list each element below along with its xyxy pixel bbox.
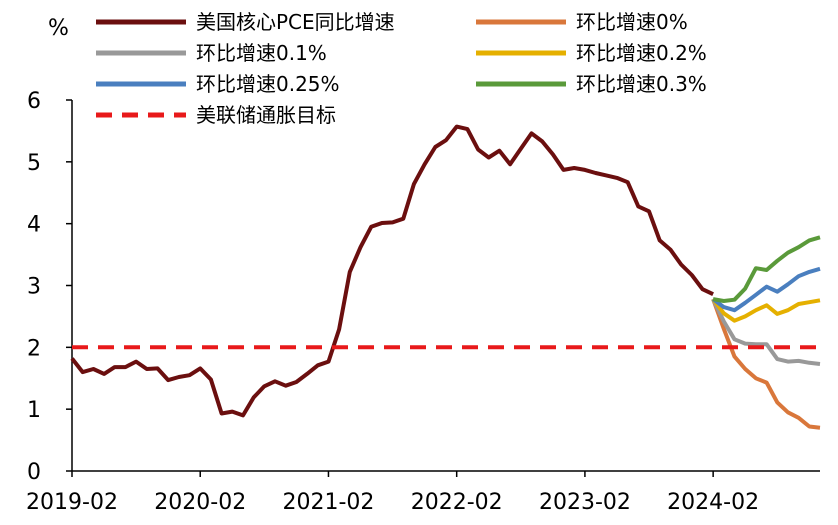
x-tick-label: 2019-02 (26, 490, 118, 515)
series-line-4 (711, 266, 821, 313)
series-layer (70, 124, 821, 430)
legend-label-3: 环比增速0.2% (576, 41, 707, 65)
legend-label-6: 美联储通胀目标 (196, 103, 336, 127)
x-tick-label: 2024-02 (667, 490, 759, 515)
x-ticks: 2019-02 2020-02 2021-02 2022-02 2023-02 2024-… (26, 471, 759, 515)
y-tick-label: 6 (27, 89, 41, 114)
y-tick-label: 5 (27, 151, 41, 176)
series-line-2 (711, 298, 821, 366)
y-tick-label: 3 (27, 275, 41, 300)
legend-label-1: 环比增速0% (576, 10, 688, 34)
axes: 0 1 2 3 4 5 6 2019-02 2020-02 2021-02 2022-02 2023… (26, 16, 820, 515)
legend: 美国核心PCE同比增速 环比增速0% 环比增速0.1% 环比增速0.2% 环比增速0.2… (96, 10, 707, 127)
series-line-3 (711, 297, 821, 323)
legend-label-0: 美国核心PCE同比增速 (196, 10, 395, 34)
y-tick-label: 1 (27, 398, 41, 423)
y-tick-label: 4 (27, 213, 41, 238)
x-tick-label: 2020-02 (154, 490, 246, 515)
y-tick-label: 2 (27, 336, 41, 361)
series-line-5 (712, 235, 821, 303)
x-tick-label: 2023-02 (539, 490, 631, 515)
legend-label-4: 环比增速0.25% (196, 72, 340, 96)
x-tick-label: 2022-02 (411, 490, 503, 515)
y-tick-label: 0 (27, 460, 41, 485)
x-tick-label: 2021-02 (282, 490, 374, 515)
series-line-0 (70, 124, 714, 418)
y-axis-unit-label: % (48, 16, 69, 41)
legend-label-2: 环比增速0.1% (196, 41, 327, 65)
legend-label-5: 环比增速0.3% (576, 72, 707, 96)
y-ticks: 0 1 2 3 4 5 6 (27, 89, 72, 485)
